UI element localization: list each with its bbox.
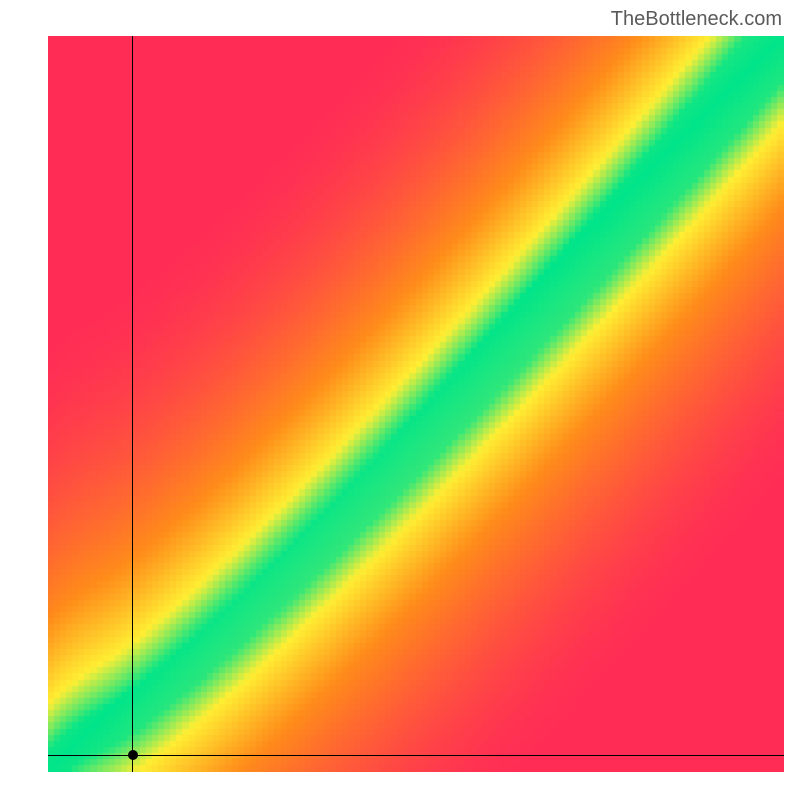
x-axis-line xyxy=(48,755,784,756)
chart-container: TheBottleneck.com xyxy=(0,0,800,800)
heatmap-canvas xyxy=(48,36,784,772)
watermark-text: TheBottleneck.com xyxy=(611,8,782,31)
y-axis-line xyxy=(132,36,133,772)
marker-point xyxy=(128,750,138,760)
